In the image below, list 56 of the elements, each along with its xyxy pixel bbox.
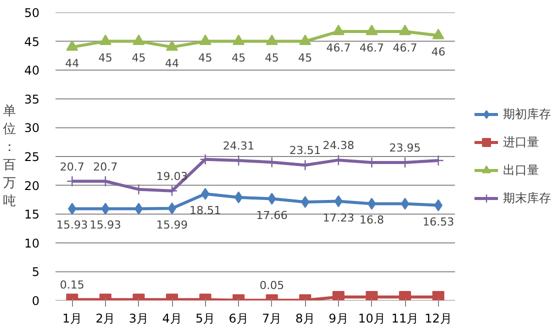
- data-label: 44: [65, 57, 80, 70]
- data-label: 0.05: [260, 279, 284, 292]
- y-tick-label: 15: [24, 208, 40, 222]
- data-label: 15.93: [56, 218, 88, 232]
- x-tick-label: 11月: [391, 312, 419, 326]
- data-label: 16.53: [422, 215, 454, 228]
- x-tick-label: 1月: [62, 312, 82, 326]
- data-label: 20.7: [60, 160, 84, 174]
- data-label: 16.8: [359, 214, 384, 227]
- legend-label: 出口量: [503, 162, 539, 178]
- data-label: 24.38: [322, 139, 354, 152]
- data-label: 45: [298, 51, 312, 64]
- x-tick-label: 2月: [96, 312, 116, 326]
- x-tick-label: 8月: [295, 312, 315, 326]
- data-label: 20.7: [93, 160, 118, 174]
- y-tick-label: 25: [24, 150, 40, 164]
- y-tick-label: 35: [24, 92, 40, 106]
- y-tick-label: 5: [32, 265, 40, 280]
- data-label: 24.31: [222, 139, 254, 152]
- data-label: 45: [232, 51, 246, 64]
- y-tick-label: 45: [24, 34, 40, 49]
- legend-label: 期末库存: [503, 190, 551, 206]
- x-tick-label: 3月: [128, 312, 149, 326]
- x-tick-label: 4月: [162, 312, 182, 326]
- data-label: 46.7: [326, 42, 351, 55]
- x-tick-label: 6月: [228, 312, 248, 326]
- y-tick-label: 0: [32, 294, 40, 308]
- data-label: 45: [198, 51, 212, 64]
- data-label: 15.93: [90, 218, 122, 232]
- y-tick-label: 20: [24, 178, 40, 193]
- legend-label: 进口量: [503, 134, 539, 150]
- data-label: 46: [431, 46, 446, 59]
- data-label: 0.15: [60, 278, 84, 292]
- data-label: 46.7: [359, 42, 384, 55]
- x-tick-label: 12月: [424, 312, 452, 326]
- y-tick-label: 50: [24, 6, 40, 20]
- data-label: 18.51: [190, 204, 222, 217]
- x-tick-label: 10月: [358, 312, 386, 326]
- y-tick-label: 40: [24, 64, 40, 78]
- y-tick-label: 30: [24, 121, 40, 136]
- legend-label: 期初库存: [503, 106, 551, 122]
- data-label: 15.99: [156, 218, 188, 232]
- data-label: 45: [132, 51, 146, 64]
- data-label: 19.03: [156, 170, 188, 183]
- data-label: 23.51: [289, 144, 321, 158]
- x-tick-label: 5月: [195, 312, 216, 326]
- data-label: 45: [264, 51, 279, 64]
- data-label: 45: [98, 51, 112, 64]
- x-tick-label: 9月: [328, 312, 348, 326]
- data-label: 44: [165, 57, 180, 70]
- data-label: 23.95: [389, 142, 421, 155]
- y-axis-title: 单位：百万吨: [3, 104, 16, 209]
- data-label: 46.7: [392, 42, 418, 55]
- data-label: 17.23: [322, 211, 354, 224]
- y-tick-label: 10: [24, 236, 40, 250]
- x-tick-label: 7月: [262, 312, 282, 326]
